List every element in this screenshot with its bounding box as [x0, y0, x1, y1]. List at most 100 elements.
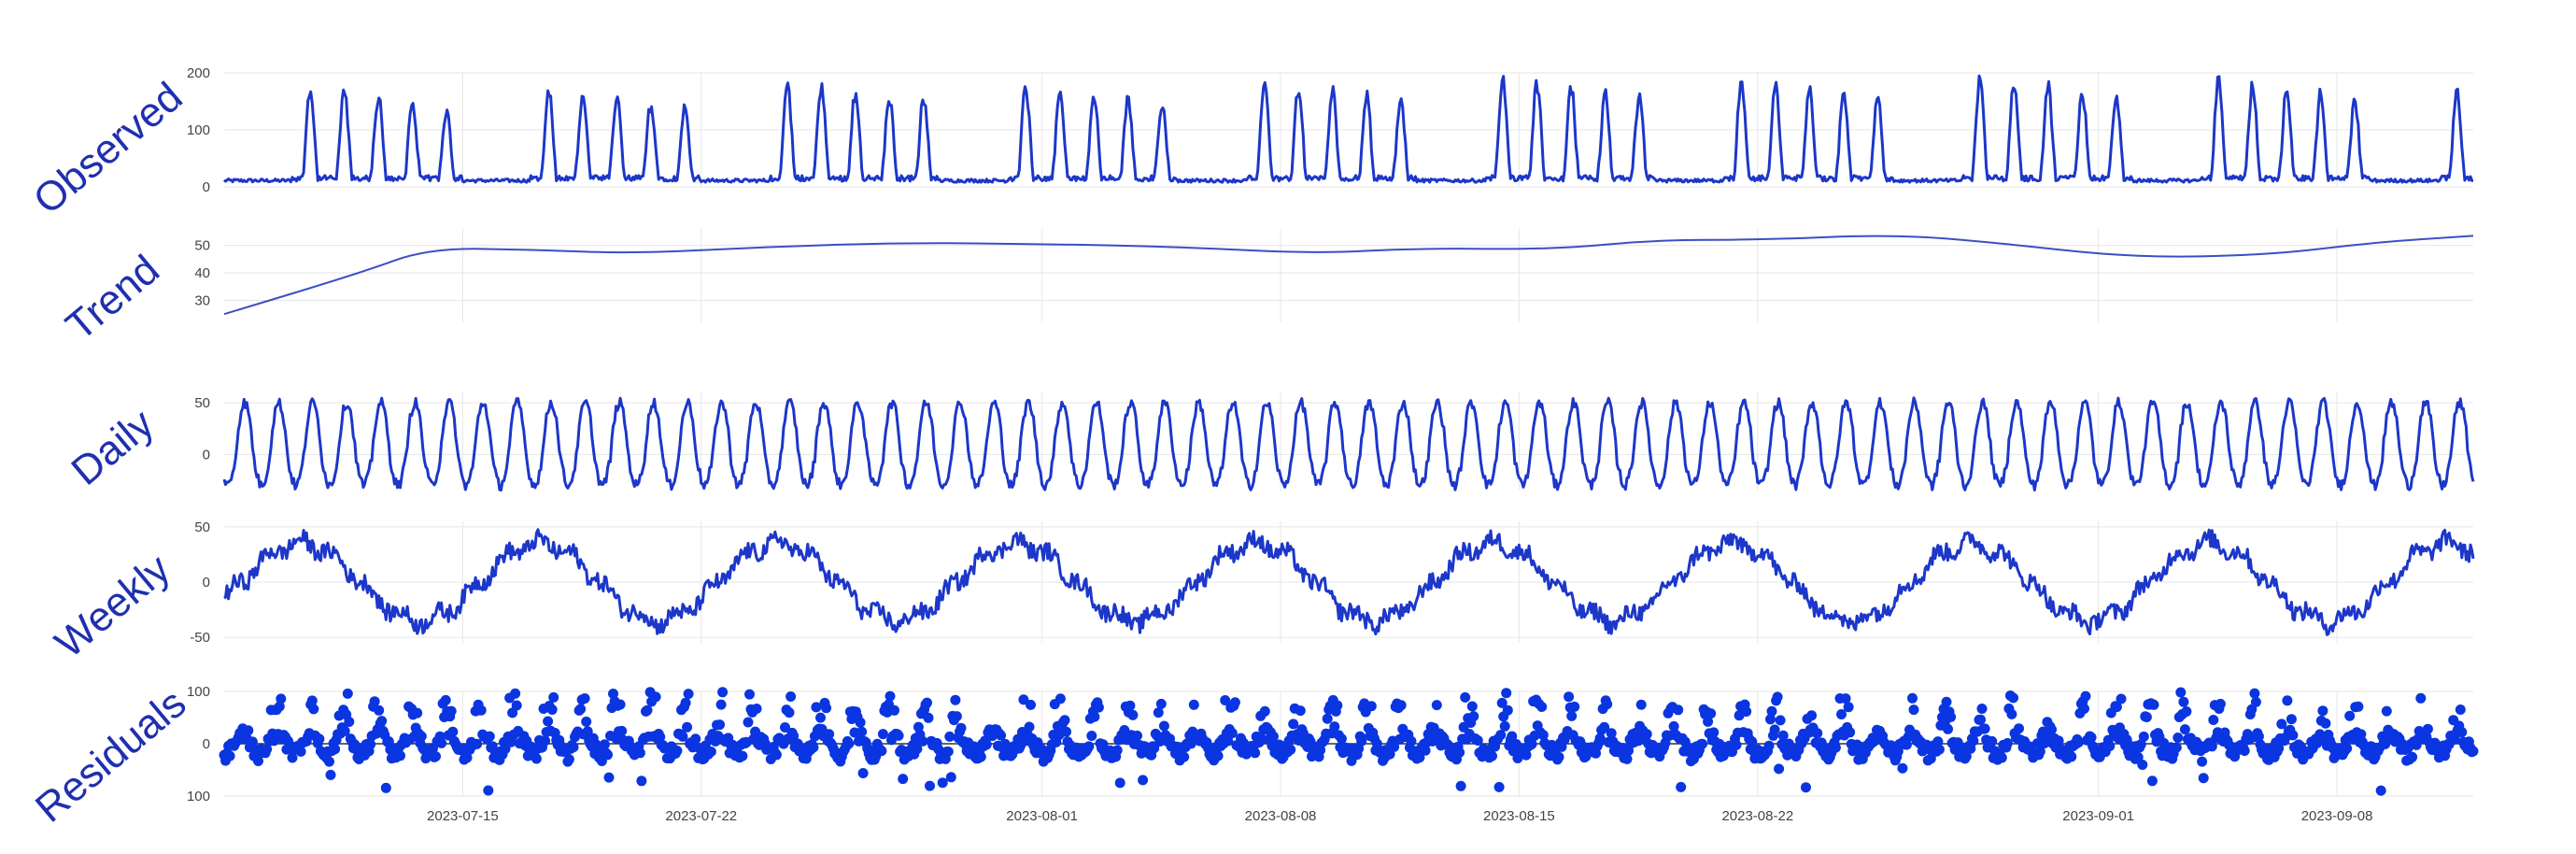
residual-point	[1908, 705, 1919, 716]
residual-point	[1943, 723, 1953, 734]
residual-point	[483, 785, 494, 796]
residual-point	[2273, 743, 2285, 754]
residual-point	[2006, 708, 2017, 719]
residual-point	[1801, 782, 1811, 793]
residual-point	[2468, 746, 2479, 757]
residual-point	[2375, 785, 2386, 796]
series-layer	[219, 74, 2479, 796]
residual-point	[1641, 729, 1652, 740]
residual-point	[1305, 736, 1316, 747]
residual-point	[1569, 701, 1580, 712]
residual-point	[1414, 752, 1425, 763]
residual-point	[2287, 730, 2299, 741]
residual-point	[1466, 701, 1478, 712]
residual-point	[1472, 735, 1483, 746]
residual-point	[1059, 715, 1070, 726]
residual-point	[856, 726, 868, 737]
residual-point	[2215, 698, 2226, 709]
residual-point	[2344, 710, 2356, 721]
residual-point	[1495, 730, 1507, 741]
residual-point	[1777, 730, 1789, 741]
residual-point	[2104, 741, 2116, 751]
residual-point	[308, 704, 319, 715]
residual-point	[1606, 728, 1617, 739]
residual-point	[2198, 773, 2209, 784]
residual-point	[2197, 756, 2208, 767]
residual-point	[603, 772, 615, 783]
residual-point	[344, 717, 355, 727]
y-tick-label: 30	[194, 292, 210, 308]
residual-point	[1769, 724, 1780, 735]
residual-point	[1223, 735, 1234, 747]
residual-point	[510, 688, 521, 699]
x-tick-layer: 2023-07-15 2023-07-22 2023-08-01 2023-08-08…	[427, 808, 2372, 824]
residual-point	[1765, 714, 1776, 725]
residual-point	[1741, 706, 1752, 717]
residual-point	[1599, 721, 1610, 733]
residual-point	[1501, 688, 1512, 699]
residual-point	[1061, 726, 1071, 737]
residual-point	[546, 705, 558, 715]
residual-point	[2179, 724, 2190, 735]
residual-point	[1806, 710, 1818, 721]
residual-point	[1431, 700, 1442, 711]
residual-point	[1965, 743, 1976, 754]
residual-point	[682, 721, 693, 733]
residual-point	[1332, 700, 1343, 711]
residual-point	[636, 776, 647, 787]
weekly-line	[223, 528, 2475, 636]
residual-point	[1907, 692, 1918, 704]
residual-point	[342, 688, 353, 699]
residual-point	[815, 712, 826, 723]
residual-point	[461, 752, 473, 763]
residual-point	[2178, 696, 2189, 707]
residual-point	[2320, 718, 2331, 729]
residual-point	[1845, 727, 1856, 738]
residual-point	[1602, 699, 1613, 710]
residual-point	[923, 712, 934, 723]
residual-point	[1836, 709, 1847, 719]
residual-point	[1468, 711, 1479, 722]
residual-point	[330, 744, 341, 755]
residual-point	[996, 730, 1007, 741]
residual-point	[2250, 696, 2261, 707]
residual-point	[1566, 710, 1578, 721]
residual-point	[917, 735, 928, 747]
residual-point	[1149, 743, 1160, 754]
residual-point	[431, 751, 441, 761]
y-tick-label: 100	[187, 122, 210, 138]
residual-point	[2208, 715, 2219, 725]
residual-point	[1086, 731, 1097, 741]
residual-point	[243, 725, 254, 736]
residual-point	[877, 729, 888, 740]
residual-point	[1553, 751, 1564, 762]
x-tick-label: 2023-09-08	[2301, 808, 2373, 824]
y-tick-label: 40	[194, 265, 210, 281]
residual-point	[446, 705, 457, 717]
residual-point	[2422, 723, 2433, 734]
residual-point	[677, 731, 688, 742]
residual-point	[922, 697, 932, 708]
x-tick-label: 2023-09-01	[2062, 808, 2134, 824]
residual-point	[898, 774, 909, 785]
residual-point	[582, 726, 593, 737]
residual-point	[287, 752, 298, 763]
residual-point	[376, 716, 388, 727]
residual-point	[1125, 700, 1136, 711]
residual-point	[568, 742, 579, 753]
residual-point	[1775, 715, 1786, 726]
residual-point	[1127, 709, 1139, 720]
residual-point	[2455, 705, 2466, 715]
residual-point	[484, 731, 495, 742]
residual-point	[374, 705, 385, 716]
residual-point	[1114, 777, 1125, 789]
residual-point	[824, 729, 835, 740]
residual-point	[447, 726, 459, 737]
residual-point	[295, 746, 306, 757]
residual-point	[1455, 780, 1466, 791]
residual-point	[2086, 732, 2097, 743]
residual-point	[715, 719, 726, 731]
residual-point	[224, 750, 235, 761]
residual-point	[1996, 752, 2007, 763]
residual-point	[2080, 690, 2091, 702]
